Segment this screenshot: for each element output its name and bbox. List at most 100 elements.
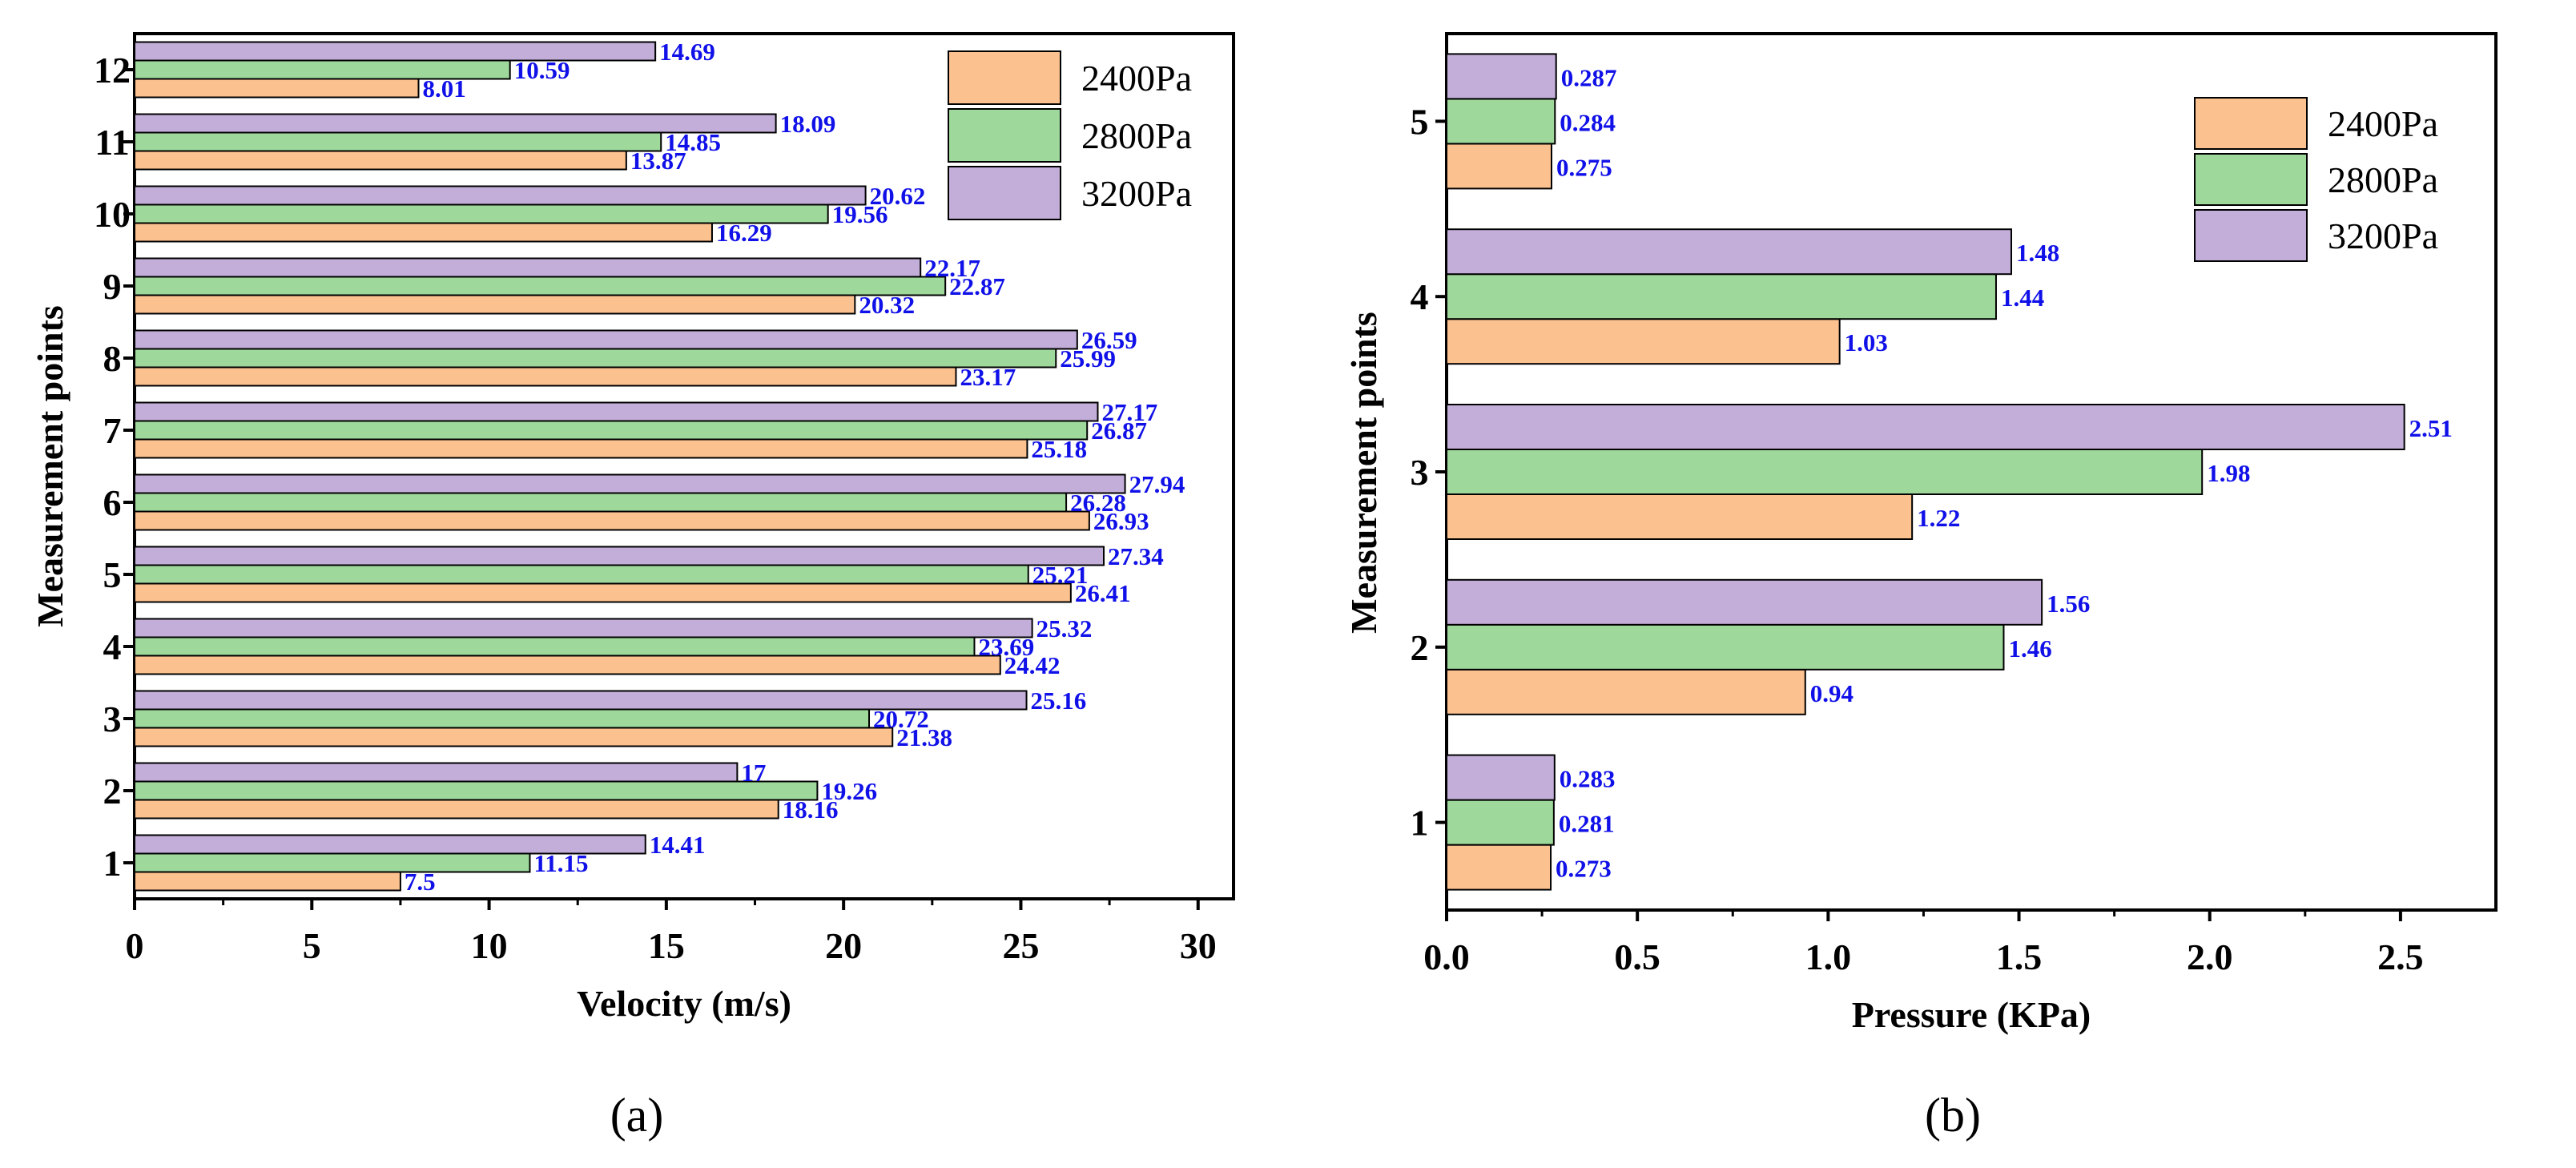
- bar-3200Pa-point-1: [134, 834, 646, 855]
- x-axis-ticks: 0 5 10 15 20 25 30: [126, 899, 1217, 966]
- bar-2400Pa-point-4: [1446, 318, 1841, 365]
- bar-2400Pa-point-8: [134, 366, 957, 387]
- y-tick-label: 1: [1411, 803, 1429, 844]
- data-label: 27.17: [1101, 398, 1157, 426]
- y-tick-label: 3: [1411, 452, 1429, 493]
- x-tick-label: 30: [1180, 925, 1217, 966]
- legend-label-3200Pa: 3200Pa: [1081, 173, 1192, 214]
- data-label: 1.22: [1917, 504, 1960, 532]
- x-tick-label: 2.5: [2377, 936, 2424, 977]
- data-label: 11.15: [533, 849, 588, 877]
- bar-2800Pa-point-7: [134, 420, 1089, 441]
- bar-2800Pa-point-1: [1446, 799, 1555, 846]
- data-label: 22.87: [949, 272, 1005, 300]
- bar-3200Pa-point-7: [134, 401, 1099, 422]
- bar-2800Pa-point-4: [134, 636, 976, 657]
- bar-3200Pa-point-6: [134, 473, 1126, 494]
- bar-2400Pa-point-1: [134, 871, 401, 892]
- legend-swatch-3200Pa: [2194, 209, 2308, 262]
- data-label: 26.28: [1070, 489, 1126, 517]
- legend-swatch-2800Pa: [2194, 153, 2308, 206]
- y-tick-label: 5: [103, 554, 122, 595]
- bar-2800Pa-point-2: [134, 780, 819, 801]
- bar-2400Pa-point-2: [1446, 668, 1806, 715]
- x-tick-label: 5: [303, 925, 321, 966]
- y-axis-title: Measurement points: [30, 305, 70, 627]
- data-label: 14.69: [659, 38, 715, 66]
- data-label: 0.273: [1556, 855, 1612, 883]
- y-tick-label: 4: [1411, 276, 1429, 317]
- data-label: 21.38: [896, 723, 952, 751]
- bar-2400Pa-point-5: [134, 582, 1072, 603]
- y-tick-label: 2: [103, 771, 122, 812]
- bars-group: [134, 41, 1126, 892]
- x-axis-ticks: 0.0 0.5 1.0 1.5 2.0 2.5: [1423, 910, 2424, 977]
- y-axis-ticks: 1 2 3 4 5: [1411, 101, 1447, 844]
- bar-3200Pa-point-2: [1446, 578, 2043, 626]
- bar-3200Pa-point-1: [1446, 754, 1556, 801]
- x-tick-label: 0.5: [1614, 936, 1660, 977]
- bar-3200Pa-point-4: [1446, 228, 2013, 276]
- y-tick-label: 3: [103, 699, 122, 739]
- data-label: 23.17: [960, 363, 1016, 391]
- x-tick-label: 0: [126, 925, 144, 966]
- bar-3200Pa-point-3: [1446, 404, 2405, 450]
- bar-2800Pa-point-9: [134, 276, 947, 296]
- legend-swatch-2400Pa: [2194, 97, 2308, 150]
- y-tick-label: 5: [1411, 101, 1429, 142]
- data-label: 1.98: [2207, 459, 2250, 487]
- bar-3200Pa-point-8: [134, 329, 1078, 350]
- bar-2400Pa-point-12: [134, 78, 420, 99]
- bar-2400Pa-point-3: [134, 727, 894, 747]
- data-label: 16.29: [716, 219, 772, 247]
- data-label: 17: [741, 759, 766, 787]
- data-label: 2.51: [2409, 414, 2453, 442]
- data-label: 20.72: [873, 705, 929, 733]
- data-label: 13.87: [630, 147, 686, 175]
- bar-2400Pa-point-7: [134, 438, 1028, 459]
- bar-2400Pa-point-6: [134, 510, 1090, 531]
- data-label: 1.56: [2047, 590, 2090, 618]
- data-label: 0.284: [1560, 108, 1616, 136]
- legend-swatch-2800Pa: [948, 108, 1061, 163]
- data-label: 1.46: [2008, 634, 2051, 663]
- data-label: 8.01: [423, 75, 466, 103]
- data-label: 26.87: [1091, 417, 1147, 445]
- y-tick-label: 8: [103, 338, 122, 379]
- data-label: 25.18: [1031, 435, 1087, 463]
- data-label: 20.32: [859, 291, 915, 319]
- data-label: 0.275: [1556, 153, 1612, 181]
- data-label: 1.48: [2016, 239, 2059, 267]
- y-tick-label: 12: [94, 50, 131, 91]
- y-tick-label: 9: [103, 266, 122, 307]
- data-label: 19.26: [821, 777, 877, 805]
- data-label: 20.62: [870, 182, 926, 210]
- bar-3200Pa-point-3: [134, 690, 1028, 711]
- data-label: 25.16: [1031, 687, 1087, 715]
- x-tick-label: 1.0: [1805, 936, 1852, 977]
- bar-2800Pa-point-2: [1446, 623, 2005, 671]
- data-label: 19.56: [832, 200, 888, 228]
- data-label: 23.69: [978, 633, 1034, 661]
- y-tick-label: 11: [95, 122, 129, 163]
- x-axis-title: Velocity (m/s): [577, 983, 791, 1024]
- data-label: 27.94: [1129, 470, 1185, 498]
- bar-3200Pa-point-9: [134, 257, 922, 278]
- bar-3200Pa-point-10: [134, 185, 867, 206]
- data-label: 0.283: [1560, 765, 1616, 793]
- legend-label-2800Pa: 2800Pa: [1081, 115, 1192, 156]
- data-label: 10.59: [514, 56, 570, 84]
- legend-label-3200Pa: 3200Pa: [2328, 215, 2438, 256]
- data-label: 7.5: [405, 868, 436, 896]
- data-label: 26.41: [1075, 579, 1131, 607]
- data-label: 22.17: [924, 254, 980, 282]
- y-tick-label: 6: [103, 482, 122, 523]
- bar-2400Pa-point-11: [134, 150, 627, 171]
- bar-2800Pa-point-5: [134, 564, 1029, 585]
- legend-swatch-2400Pa: [948, 50, 1061, 105]
- y-tick-label: 1: [103, 843, 122, 884]
- bar-2800Pa-point-1: [134, 852, 531, 873]
